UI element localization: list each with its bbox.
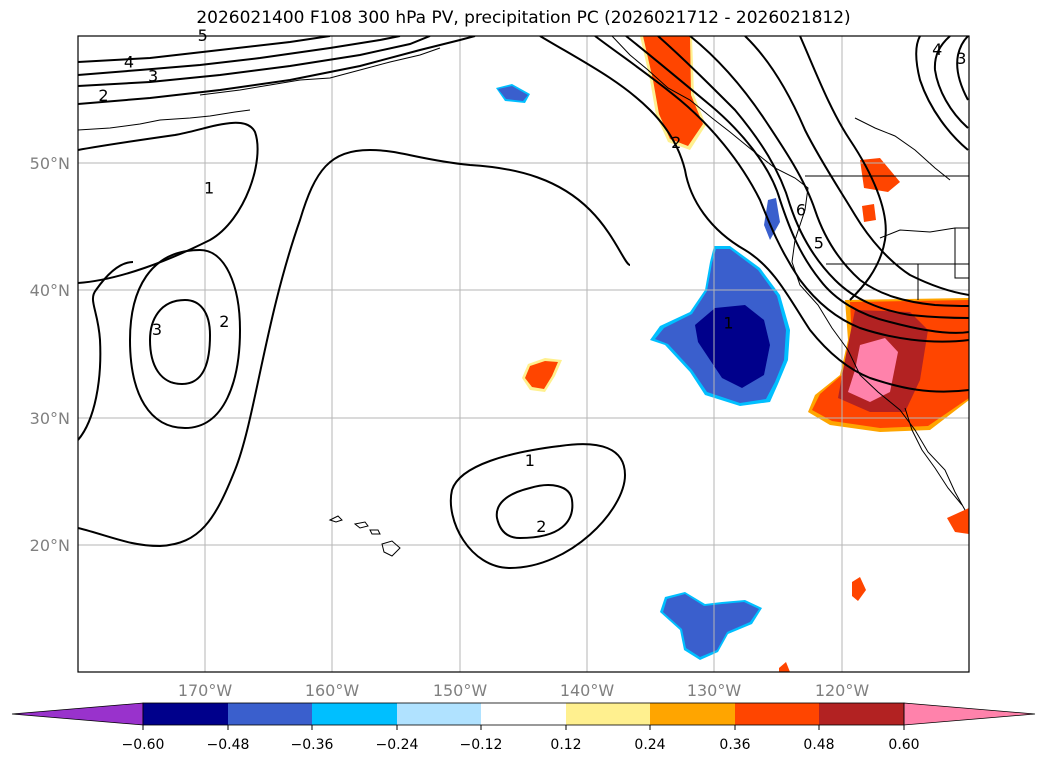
contour-label: 2: [536, 517, 546, 536]
contour-label: 4: [932, 40, 942, 59]
coastlines: [78, 36, 969, 557]
lon-tick-label: 150°W: [433, 681, 488, 700]
contour-label: 2: [671, 133, 681, 152]
lat-axis: 20°N 30°N 40°N 50°N: [30, 154, 70, 555]
colorbar-segment: [143, 703, 228, 725]
lat-tick-label: 20°N: [30, 536, 70, 555]
colorbar-tick-label: 0.36: [719, 737, 750, 753]
gridlines: [78, 36, 969, 672]
colorbar: −0.60 −0.48 −0.36 −0.24 −0.12 0.12 0.24 …: [11, 702, 1036, 753]
contour-label: 5: [814, 233, 824, 252]
colorbar-tick-label: −0.48: [207, 737, 250, 753]
colorbar-extend-low: [11, 702, 144, 726]
contour-label: 3: [148, 67, 158, 86]
lon-tick-label: 140°W: [560, 681, 615, 700]
colorbar-segment: [819, 703, 904, 725]
colorbar-tick-label: −0.12: [460, 737, 503, 753]
colorbar-tick-label: −0.36: [291, 737, 334, 753]
lat-tick-label: 40°N: [30, 281, 70, 300]
contour-label: 1: [525, 451, 535, 470]
lon-axis: 170°W 160°W 150°W 140°W 130°W 120°W: [178, 681, 870, 700]
colorbar-tick-label: 0.48: [803, 737, 834, 753]
chart-title: 2026021400 F108 300 hPa PV, precipitatio…: [196, 8, 851, 28]
colorbar-tick-label: 0.24: [634, 737, 665, 753]
contour-label: 3: [956, 49, 966, 68]
lon-tick-label: 130°W: [687, 681, 742, 700]
colorbar-tick-label: −0.60: [122, 737, 165, 753]
colorbar-segment: [566, 703, 650, 725]
contour-label: 2: [98, 86, 108, 105]
map-frame: [77, 35, 970, 673]
contour-label: 1: [204, 179, 214, 198]
colorbar-segment: [481, 703, 566, 725]
colorbar-segment: [735, 703, 819, 725]
colorbar-tick-label: −0.24: [376, 737, 419, 753]
lon-tick-label: 170°W: [178, 681, 233, 700]
colorbar-segment: [228, 703, 312, 725]
lon-tick-label: 160°W: [305, 681, 360, 700]
colorbar-tick-label: 0.12: [550, 737, 581, 753]
colorbar-segment: [312, 703, 397, 725]
lat-tick-label: 30°N: [30, 409, 70, 428]
lon-tick-label: 120°W: [815, 681, 870, 700]
lat-tick-label: 50°N: [30, 154, 70, 173]
contour-label: 1: [723, 313, 733, 332]
colorbar-extend-high: [903, 702, 1036, 726]
colorbar-segment: [650, 703, 735, 725]
precip-shading: [496, 36, 969, 672]
contour-label: 3: [152, 320, 162, 339]
contour-label: 4: [124, 53, 134, 72]
colorbar-tick-label: 0.60: [888, 737, 919, 753]
pv-contours: [78, 36, 969, 570]
contour-label: 6: [796, 200, 806, 219]
contour-label: 2: [219, 312, 229, 331]
colorbar-segment: [397, 703, 481, 725]
